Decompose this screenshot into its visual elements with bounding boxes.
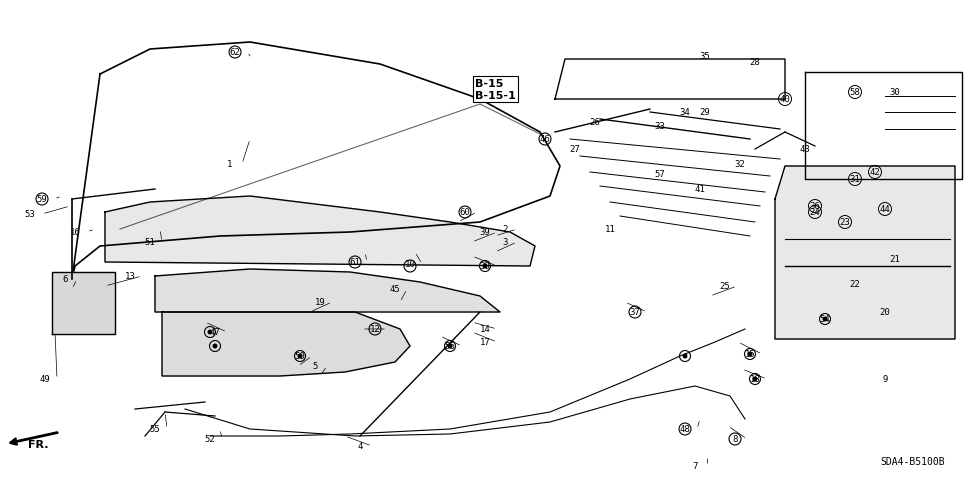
Text: SDA4-B5100B: SDA4-B5100B: [881, 456, 945, 466]
Text: 31: 31: [850, 175, 860, 184]
Polygon shape: [105, 197, 535, 267]
Text: 41: 41: [695, 185, 706, 194]
Text: 18: 18: [749, 375, 760, 384]
Text: 25: 25: [719, 282, 730, 291]
Text: 15: 15: [745, 350, 755, 359]
Text: 21: 21: [889, 255, 900, 264]
Text: 35: 35: [700, 52, 711, 61]
Text: 37: 37: [630, 308, 641, 317]
Circle shape: [447, 344, 453, 349]
Text: 42: 42: [870, 168, 881, 177]
Text: 49: 49: [40, 375, 51, 384]
Text: 24: 24: [810, 208, 820, 217]
Text: 6: 6: [62, 275, 68, 284]
Text: 50: 50: [295, 352, 305, 361]
Text: 1: 1: [227, 160, 232, 169]
Text: 20: 20: [880, 308, 890, 317]
Text: 28: 28: [749, 59, 760, 67]
Text: 57: 57: [654, 170, 666, 179]
Text: 10: 10: [404, 260, 415, 269]
Circle shape: [482, 264, 488, 269]
Text: 38: 38: [479, 262, 491, 271]
Text: 4: 4: [358, 441, 363, 451]
Text: 5: 5: [312, 362, 318, 371]
Text: 59: 59: [37, 195, 48, 204]
Circle shape: [213, 344, 218, 349]
Text: 30: 30: [889, 88, 900, 97]
Text: 14: 14: [479, 325, 491, 334]
Text: 27: 27: [570, 145, 580, 154]
Text: 11: 11: [605, 225, 615, 234]
Circle shape: [297, 354, 302, 359]
Text: 54: 54: [819, 315, 830, 324]
Text: B-15
B-15-1: B-15 B-15-1: [475, 79, 516, 101]
Text: 8: 8: [732, 435, 738, 443]
Text: 26: 26: [590, 118, 601, 127]
Text: 13: 13: [124, 272, 135, 281]
Text: 2: 2: [503, 225, 507, 234]
Polygon shape: [162, 312, 410, 376]
Text: 22: 22: [850, 280, 860, 289]
Text: 45: 45: [390, 285, 400, 294]
Polygon shape: [775, 166, 955, 339]
Text: 17: 17: [479, 338, 491, 347]
Text: 7: 7: [692, 462, 698, 470]
Circle shape: [682, 354, 687, 359]
Circle shape: [207, 330, 213, 335]
Text: 52: 52: [205, 435, 216, 443]
Text: 46: 46: [539, 135, 550, 144]
Text: 23: 23: [840, 218, 850, 227]
Text: 58: 58: [850, 88, 860, 97]
Text: 51: 51: [145, 238, 156, 247]
Text: 36: 36: [810, 202, 820, 211]
Text: 48: 48: [679, 424, 690, 434]
Text: 43: 43: [800, 145, 811, 154]
Text: 53: 53: [24, 210, 35, 219]
Polygon shape: [52, 272, 115, 334]
Text: 40: 40: [780, 95, 790, 104]
Polygon shape: [155, 270, 500, 312]
Circle shape: [752, 377, 757, 382]
Text: 62: 62: [229, 48, 240, 58]
Text: 47: 47: [210, 328, 221, 337]
Text: 56: 56: [444, 342, 455, 351]
Text: 44: 44: [880, 205, 890, 214]
Text: 12: 12: [369, 325, 380, 334]
Text: 16: 16: [70, 228, 81, 237]
Text: 9: 9: [883, 375, 887, 384]
Text: 60: 60: [460, 208, 470, 217]
Circle shape: [822, 317, 827, 322]
Text: 33: 33: [654, 122, 666, 131]
Text: 19: 19: [315, 298, 326, 307]
Text: 61: 61: [350, 258, 361, 267]
Text: 32: 32: [735, 160, 746, 169]
Circle shape: [747, 352, 752, 357]
Text: 3: 3: [503, 238, 507, 247]
Text: 29: 29: [700, 108, 711, 117]
Text: 39: 39: [479, 228, 491, 237]
Text: 55: 55: [150, 424, 160, 434]
Text: 34: 34: [679, 108, 690, 117]
Text: FR.: FR.: [28, 439, 49, 449]
